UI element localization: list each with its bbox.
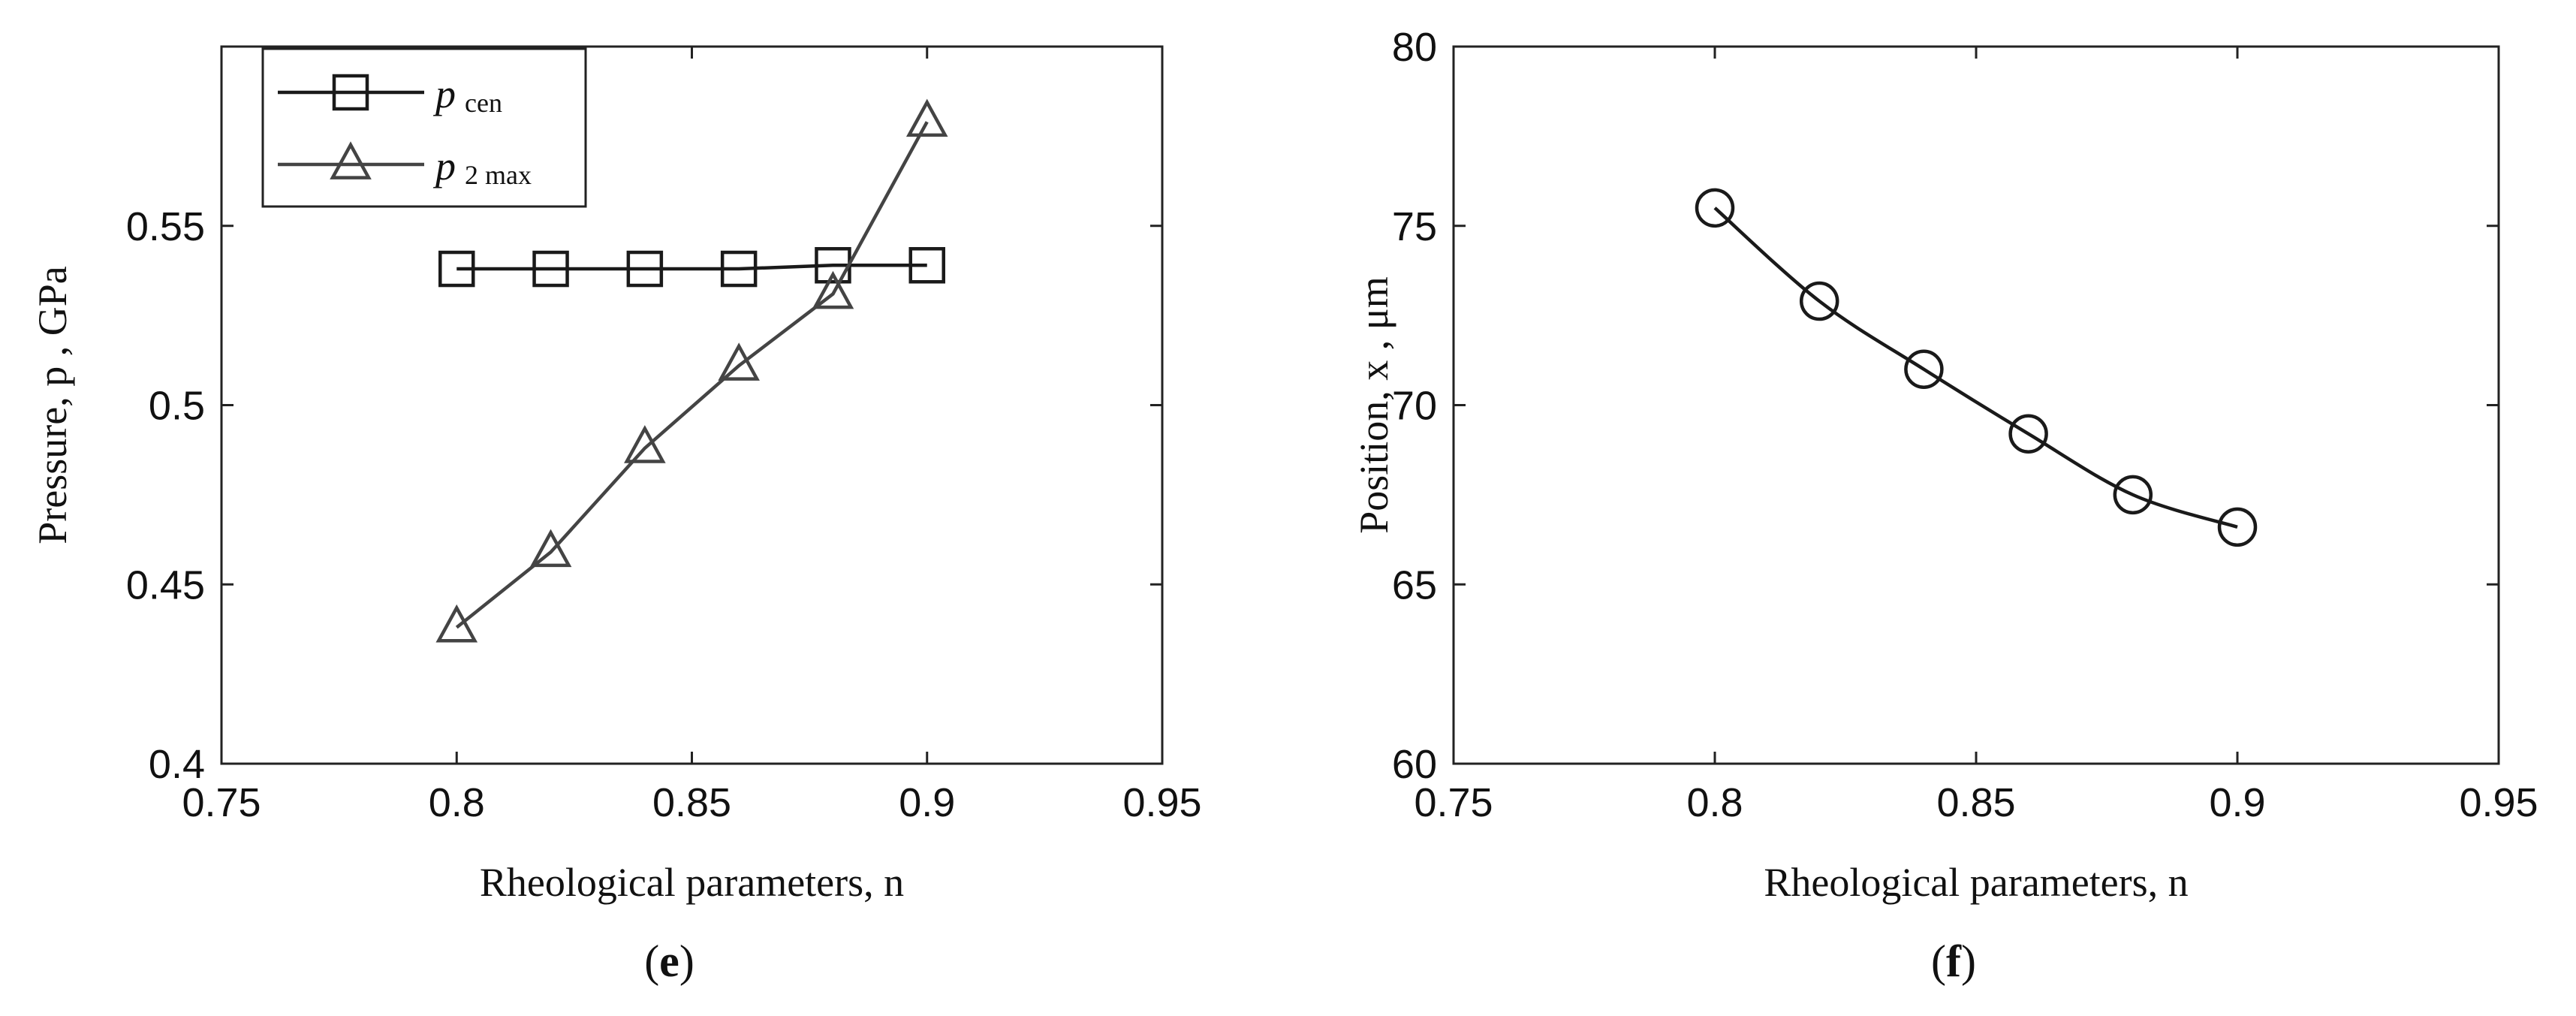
data-point (905, 98, 948, 137)
x-tick-label: 0.85 (652, 780, 731, 825)
data-point (2008, 414, 2048, 454)
data-point (908, 247, 945, 284)
panel-label-close: ) (1961, 936, 1976, 986)
legend-entry: p cen (432, 71, 502, 118)
x-tick-label: 0.95 (1122, 780, 1201, 825)
data-point (435, 604, 478, 643)
series-1 (1695, 188, 2258, 547)
legend-entry-subscript: cen (465, 88, 502, 118)
y-tick-label: 0.5 (149, 384, 205, 429)
y-tick-label: 80 (1392, 25, 1437, 70)
panel-label-letter: e (659, 936, 679, 986)
data-point (624, 425, 666, 463)
x-tick-label: 0.95 (2459, 780, 2538, 825)
x-axis-label: Rheological parameters, n (480, 860, 904, 905)
x-tick-label: 0.8 (429, 780, 485, 825)
y-tick-label: 0.55 (126, 204, 205, 249)
data-point (532, 250, 569, 288)
data-point (529, 529, 572, 568)
x-tick-label: 0.9 (899, 780, 955, 825)
y-tick-label: 75 (1392, 204, 1437, 249)
series-1 (438, 247, 945, 288)
series-line (456, 264, 927, 271)
y-axis-label: Position, x , μm (1351, 276, 1396, 534)
series-line (1713, 207, 2238, 529)
y-tick-label: 0.45 (126, 562, 205, 607)
panel-label-open: ( (644, 936, 659, 986)
y-tick-label: 65 (1392, 562, 1437, 607)
data-point (2113, 475, 2153, 515)
legend-entry-name: p (432, 71, 456, 116)
x-tick-label: 0.8 (1686, 780, 1743, 825)
x-axis-label: Rheological parameters, n (1764, 860, 2188, 905)
y-tick-label: 70 (1392, 384, 1437, 429)
panel-label: (e) (644, 936, 694, 986)
data-point (1695, 188, 1735, 228)
chart-panel-e: 0.75 0.8 0.85 0.9 0.95 0.4 0.45 0.5 0.55 Rheologi… (30, 45, 1202, 986)
data-point (720, 250, 758, 288)
y-tick-label: 0.4 (149, 742, 205, 787)
legend-entry-subscript: 2 max (465, 160, 532, 190)
legend-entry: p 2 max (432, 143, 532, 190)
panel-label: (f) (1931, 936, 1976, 986)
x-tick-label: 0.75 (1414, 780, 1493, 825)
chart-panel-f: 0.75 0.8 0.85 0.9 0.95 60 65 70 75 80 Rheological … (1351, 25, 2538, 986)
data-point (812, 270, 854, 309)
legend-marker (332, 74, 369, 111)
data-point (626, 250, 664, 288)
y-axis-label: Pressure, p , GPa (30, 266, 75, 544)
panel-label-open: ( (1931, 936, 1946, 986)
panel-label-close: ) (679, 936, 694, 986)
legend-marker (330, 141, 372, 179)
x-tick-label: 0.85 (1936, 780, 2015, 825)
y-tick-label: 60 (1392, 742, 1437, 787)
x-tick-label: 0.75 (182, 780, 261, 825)
panel-label-letter: f (1946, 936, 1962, 986)
data-point (1799, 281, 1839, 321)
data-point (1904, 349, 1944, 389)
data-point (718, 342, 760, 381)
legend-box (261, 47, 587, 208)
legend-entry-name: p (432, 143, 456, 188)
data-point (438, 250, 475, 288)
plot-frame (1452, 45, 2500, 765)
series-2 (435, 98, 948, 643)
data-point (2217, 507, 2258, 547)
x-tick-label: 0.9 (2209, 780, 2265, 825)
